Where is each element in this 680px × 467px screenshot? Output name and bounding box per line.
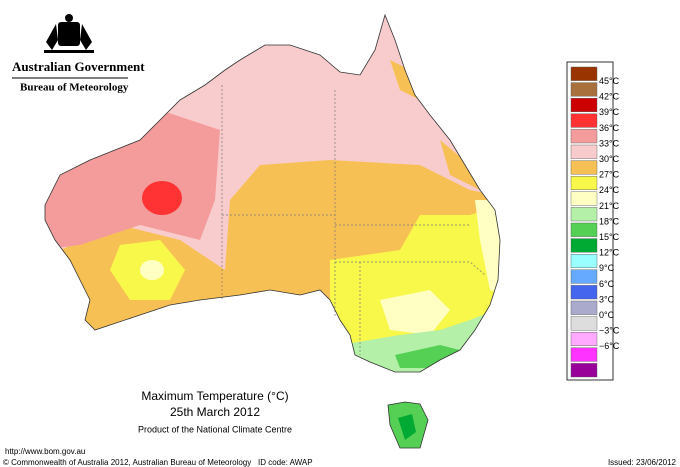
- legend-label: −6°C: [599, 341, 620, 351]
- coastline: [44, 13, 501, 373]
- legend-label: 18°C: [599, 216, 620, 226]
- legend-swatch: [570, 285, 598, 300]
- legend-label: 15°C: [599, 232, 620, 242]
- legend-swatch: [570, 175, 598, 190]
- title: Maximum Temperature (°C): [141, 389, 288, 403]
- id-code: ID code: AWAP: [258, 458, 313, 467]
- legend-label: 36°C: [599, 123, 620, 133]
- date: 25th March 2012: [170, 405, 260, 419]
- legend-swatch: [570, 144, 598, 159]
- legend-label: 3°C: [599, 294, 615, 304]
- legend: 45°C 42°C 39°C 36°C 33°C 30°C 27°C 24°C 21°C 18°C…: [570, 66, 620, 378]
- url: http://www.bom.gov.au: [5, 447, 85, 456]
- legend-swatch: [570, 332, 598, 347]
- legend-label: 24°C: [599, 185, 620, 195]
- legend-swatch: [570, 129, 598, 144]
- legend-label: 21°C: [599, 201, 620, 211]
- bureau: Bureau of Meteorology: [20, 82, 129, 94]
- legend-swatch: [570, 238, 598, 253]
- legend-label: 9°C: [599, 263, 615, 273]
- legend-label: 45°C: [599, 76, 620, 86]
- legend-label: 0°C: [599, 310, 615, 320]
- legend-swatch: [570, 363, 598, 378]
- legend-swatch: [570, 222, 598, 237]
- legend-label: 33°C: [599, 138, 620, 148]
- legend-swatch: [570, 82, 598, 97]
- legend-swatch: [570, 113, 598, 128]
- issued: Issued: 23/06/2012: [608, 458, 677, 467]
- legend-label: 39°C: [599, 107, 620, 117]
- legend-swatch: [570, 253, 598, 268]
- legend-swatch: [570, 207, 598, 222]
- legend-swatch: [570, 160, 598, 175]
- legend-label: 42°C: [599, 92, 620, 102]
- emblem: [44, 14, 94, 53]
- legend-swatch: [570, 316, 598, 331]
- legend-swatch: [570, 300, 598, 315]
- government: Australian Government: [12, 59, 145, 74]
- tasmania-cool: [398, 414, 416, 440]
- legend-label: −3°C: [599, 326, 620, 336]
- product: Product of the National Climate Centre: [138, 424, 292, 434]
- legend-swatch: [570, 191, 598, 206]
- legend-swatch: [570, 269, 598, 284]
- legend-label: 12°C: [599, 248, 620, 258]
- legend-swatch: [570, 66, 598, 81]
- legend-label: 6°C: [599, 279, 615, 289]
- copyright: © Commonwealth of Australia 2012, Austra…: [3, 458, 251, 467]
- legend-swatch: [570, 347, 598, 362]
- legend-label: 27°C: [599, 170, 620, 180]
- state-borders: [221, 85, 486, 355]
- legend-swatch: [570, 97, 598, 112]
- legend-label: 30°C: [599, 154, 620, 164]
